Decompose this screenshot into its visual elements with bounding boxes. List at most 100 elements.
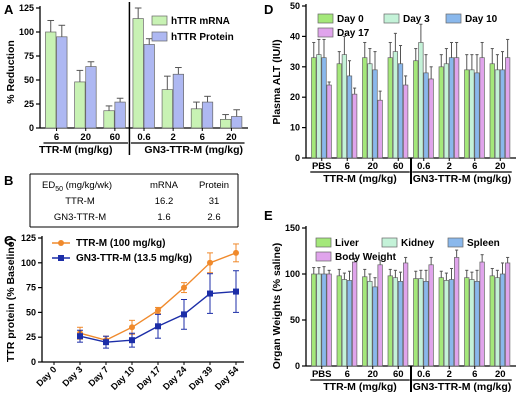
- y-tick-label: 75: [24, 51, 34, 61]
- x-tick-label: Day 17: [135, 364, 163, 392]
- bar: [505, 262, 511, 367]
- panel-label: E: [264, 208, 273, 223]
- bar: [321, 273, 327, 367]
- bar: [316, 54, 322, 159]
- x-category-label: 2: [447, 369, 452, 380]
- bar: [443, 280, 450, 367]
- bar: [220, 119, 232, 129]
- bar: [494, 277, 501, 367]
- x-category-label: 60: [393, 161, 404, 172]
- bar: [190, 108, 203, 129]
- unit-text: (mg/kg/wk): [63, 180, 112, 191]
- data-point: [77, 333, 83, 340]
- group-label: TTR-M (mg/kg): [39, 144, 113, 156]
- y-tick-label: 25: [24, 99, 34, 109]
- legend-swatch: [151, 31, 168, 42]
- table-header-mrna: mRNA: [150, 180, 179, 191]
- x-category-label: 0.6: [417, 161, 430, 172]
- bar: [464, 277, 470, 367]
- table-row-label: GN3-TTR-M: [54, 212, 106, 223]
- legend-label: Day 17: [337, 28, 370, 39]
- y-tick-label: 50: [290, 315, 300, 325]
- table-cell: 2.6: [207, 212, 220, 223]
- group-label: TTR-M (mg/kg): [323, 381, 397, 393]
- legend-label: GN3-TTR-M (13.5 mg/kg): [76, 253, 192, 264]
- y-tick-label: 100: [285, 269, 300, 279]
- bar: [326, 273, 332, 367]
- x-category-label: PBS: [312, 369, 332, 380]
- panel-label: A: [4, 2, 14, 17]
- data-point: [233, 249, 239, 256]
- bar: [114, 101, 126, 129]
- bar: [336, 63, 342, 159]
- x-category-label: 60: [110, 132, 121, 143]
- y-tick-label: 125: [21, 233, 36, 243]
- bar: [418, 42, 424, 159]
- y-tick-label: 100: [21, 258, 36, 268]
- legend-label: Day 0: [337, 14, 364, 25]
- x-tick-label: Day 39: [187, 364, 215, 392]
- bar: [403, 262, 409, 367]
- bar: [474, 72, 480, 159]
- x-category-label: 60: [393, 369, 404, 380]
- y-tick-label: 125: [19, 3, 34, 13]
- x-category-label: 6: [345, 161, 350, 172]
- y-tick-label: 100: [19, 27, 34, 37]
- table-cell: 16.2: [155, 196, 174, 207]
- panel-d-alt-bar-chart: D Plasma ALT (IU/l) 0 10 20 30 40 50 PBS 6 20 60 0.6…: [264, 1, 516, 185]
- bar: [311, 273, 317, 367]
- x-category-label: 6: [472, 369, 477, 380]
- data-point: [233, 288, 239, 295]
- legend-swatch: [151, 15, 168, 26]
- bar: [499, 273, 506, 367]
- legend-label: Body Weight: [335, 252, 397, 263]
- legend-swatch: [445, 13, 462, 24]
- x-category-label: 2: [447, 161, 452, 172]
- bar: [469, 69, 475, 159]
- panel-label: B: [4, 173, 13, 188]
- bar: [377, 99, 383, 159]
- bar: [464, 69, 470, 159]
- y-tick-label: 40: [290, 31, 300, 41]
- bar: [479, 261, 485, 367]
- table-header-ed50: ED50 (mg/kg/wk): [42, 180, 112, 193]
- bar: [352, 93, 358, 159]
- data-point: [129, 324, 135, 331]
- bar: [428, 264, 434, 367]
- legend-marker: [58, 240, 64, 246]
- bar: [397, 281, 404, 367]
- panel-label: D: [264, 2, 273, 17]
- bar: [346, 75, 353, 159]
- bar: [494, 69, 501, 159]
- bar: [387, 275, 393, 367]
- data-point: [155, 307, 161, 314]
- bar: [454, 257, 460, 367]
- bar: [346, 280, 353, 367]
- y-tick-label: 0: [295, 361, 300, 371]
- bar: [489, 275, 495, 367]
- bar: [474, 281, 480, 367]
- group-label: GN3-TTR-M (mg/kg): [413, 381, 512, 393]
- y-tick-label: 20: [290, 92, 300, 102]
- x-category-label: 2: [170, 132, 175, 143]
- legend-swatch: [383, 13, 400, 24]
- bar: [372, 286, 378, 367]
- panel-label: C: [4, 233, 14, 248]
- legend-label: Spleen: [467, 238, 500, 249]
- x-category-label: 20: [495, 161, 506, 172]
- bar: [413, 60, 419, 159]
- bar: [469, 279, 475, 367]
- subscript-50: 50: [55, 186, 63, 193]
- x-tick-label: Day 0: [34, 364, 58, 388]
- bar: [489, 63, 495, 159]
- y-tick-label: 0: [295, 153, 300, 163]
- x-category-label: 20: [226, 132, 237, 143]
- x-tick-label: Day 7: [86, 364, 110, 388]
- x-tick-label: Day 24: [161, 364, 189, 392]
- y-axis-label: TTR protein (% Baseline): [5, 238, 17, 362]
- bar: [341, 54, 348, 159]
- bar: [392, 51, 399, 159]
- bar: [172, 73, 184, 129]
